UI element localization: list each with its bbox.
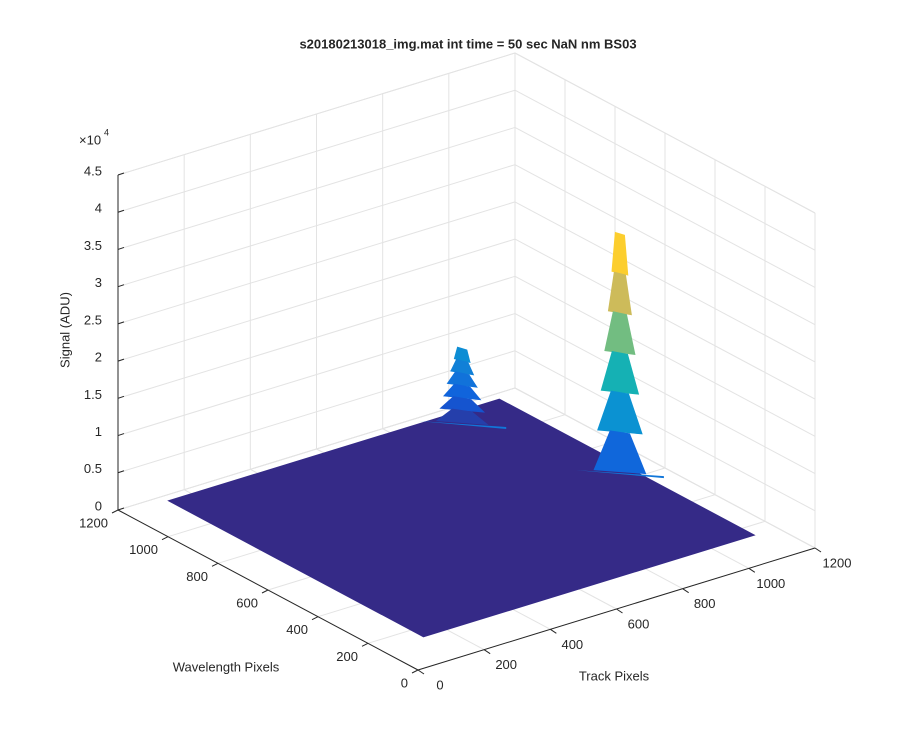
y-tick bbox=[161, 536, 169, 541]
x-tick bbox=[483, 649, 491, 655]
z-tick bbox=[117, 246, 125, 250]
z-tick bbox=[117, 284, 125, 288]
peak-base bbox=[418, 421, 507, 430]
y-tick-label: 600 bbox=[236, 595, 258, 610]
z-scale-power: 4 bbox=[104, 127, 109, 137]
z-tick-label: 0.5 bbox=[84, 461, 102, 476]
y-tick-label: 800 bbox=[186, 569, 208, 584]
x-tick-label: 1200 bbox=[823, 555, 852, 570]
z-tick-label: 0 bbox=[95, 498, 102, 513]
z-tick bbox=[117, 209, 125, 213]
grid-line bbox=[514, 164, 816, 326]
chart-title: s20180213018_img.mat int time = 50 sec N… bbox=[299, 36, 636, 51]
x-axis-label: Track Pixels bbox=[579, 668, 650, 683]
peak-facet bbox=[593, 430, 647, 475]
grid-line bbox=[514, 238, 816, 400]
peak-facet bbox=[435, 408, 489, 426]
grid-line bbox=[117, 238, 516, 362]
grid-line bbox=[117, 201, 516, 325]
y-tick bbox=[311, 616, 319, 621]
z-tick-label: 2 bbox=[95, 350, 102, 365]
peak-facet bbox=[604, 311, 636, 355]
peak-facet bbox=[607, 271, 632, 316]
z-tick-label: 1 bbox=[95, 424, 102, 439]
x-tick bbox=[814, 547, 822, 553]
x-tick-label: 800 bbox=[694, 596, 716, 611]
x-tick bbox=[417, 669, 425, 675]
grid-line bbox=[117, 89, 516, 213]
peak-facet bbox=[600, 350, 640, 395]
z-tick bbox=[117, 358, 125, 362]
grid-line bbox=[117, 164, 516, 288]
grid-line bbox=[117, 275, 516, 399]
x-tick-label: 600 bbox=[628, 616, 650, 631]
y-tick bbox=[111, 509, 119, 514]
x-tick bbox=[550, 628, 557, 634]
y-tick-label: 400 bbox=[286, 622, 308, 637]
peak-facet bbox=[611, 231, 629, 276]
peak-facet bbox=[450, 358, 475, 376]
box-edge bbox=[514, 387, 816, 549]
peak-facet bbox=[597, 390, 643, 435]
peak-facet bbox=[453, 346, 471, 363]
z-tick-label: 1.5 bbox=[84, 387, 102, 402]
z-tick bbox=[117, 433, 125, 437]
z-tick-label: 3.5 bbox=[84, 238, 102, 253]
z-scale-base: ×10 bbox=[79, 132, 101, 147]
grid-line bbox=[514, 350, 816, 512]
grid-line bbox=[514, 127, 816, 288]
y-tick bbox=[361, 642, 369, 647]
z-tick bbox=[117, 470, 125, 474]
y-axis-label: Wavelength Pixels bbox=[173, 659, 280, 674]
x-tick-label: 1000 bbox=[756, 576, 785, 591]
grid-line bbox=[514, 313, 816, 474]
y-tick-label: 1000 bbox=[129, 542, 158, 557]
z-tick bbox=[117, 507, 125, 511]
grid-line bbox=[514, 275, 816, 437]
peak-facet bbox=[446, 371, 478, 388]
z-tick-label: 4 bbox=[95, 201, 102, 216]
peak-facet bbox=[443, 383, 482, 401]
peak bbox=[418, 346, 507, 430]
z-tick bbox=[117, 321, 125, 325]
peak bbox=[575, 231, 664, 479]
box-edge bbox=[117, 52, 516, 176]
peak-base bbox=[575, 470, 664, 479]
y-tick-label: 1200 bbox=[79, 515, 108, 530]
x-tick bbox=[616, 608, 623, 614]
x-tick-label: 400 bbox=[561, 637, 583, 652]
grid-line bbox=[514, 89, 816, 251]
z-axis-label: Signal (ADU) bbox=[57, 292, 72, 368]
z-tick-label: 4.5 bbox=[84, 163, 102, 178]
x-tick bbox=[682, 588, 689, 594]
grid-line bbox=[514, 201, 816, 363]
z-tick-label: 3 bbox=[95, 275, 102, 290]
peak-facet bbox=[439, 396, 486, 413]
x-tick bbox=[748, 567, 756, 573]
y-tick-label: 200 bbox=[336, 649, 358, 664]
y-tick-label: 0 bbox=[401, 675, 408, 690]
z-tick-label: 2.5 bbox=[84, 312, 102, 327]
box-edge bbox=[514, 52, 816, 214]
x-tick-label: 0 bbox=[436, 677, 443, 692]
x-tick-label: 200 bbox=[495, 657, 517, 672]
y-tick bbox=[261, 589, 269, 594]
grid-line bbox=[117, 350, 516, 474]
grid-line bbox=[117, 313, 516, 437]
y-tick bbox=[411, 669, 419, 674]
z-tick bbox=[117, 172, 125, 176]
grid-line bbox=[117, 126, 516, 250]
y-tick bbox=[211, 562, 219, 567]
z-tick bbox=[117, 395, 125, 399]
